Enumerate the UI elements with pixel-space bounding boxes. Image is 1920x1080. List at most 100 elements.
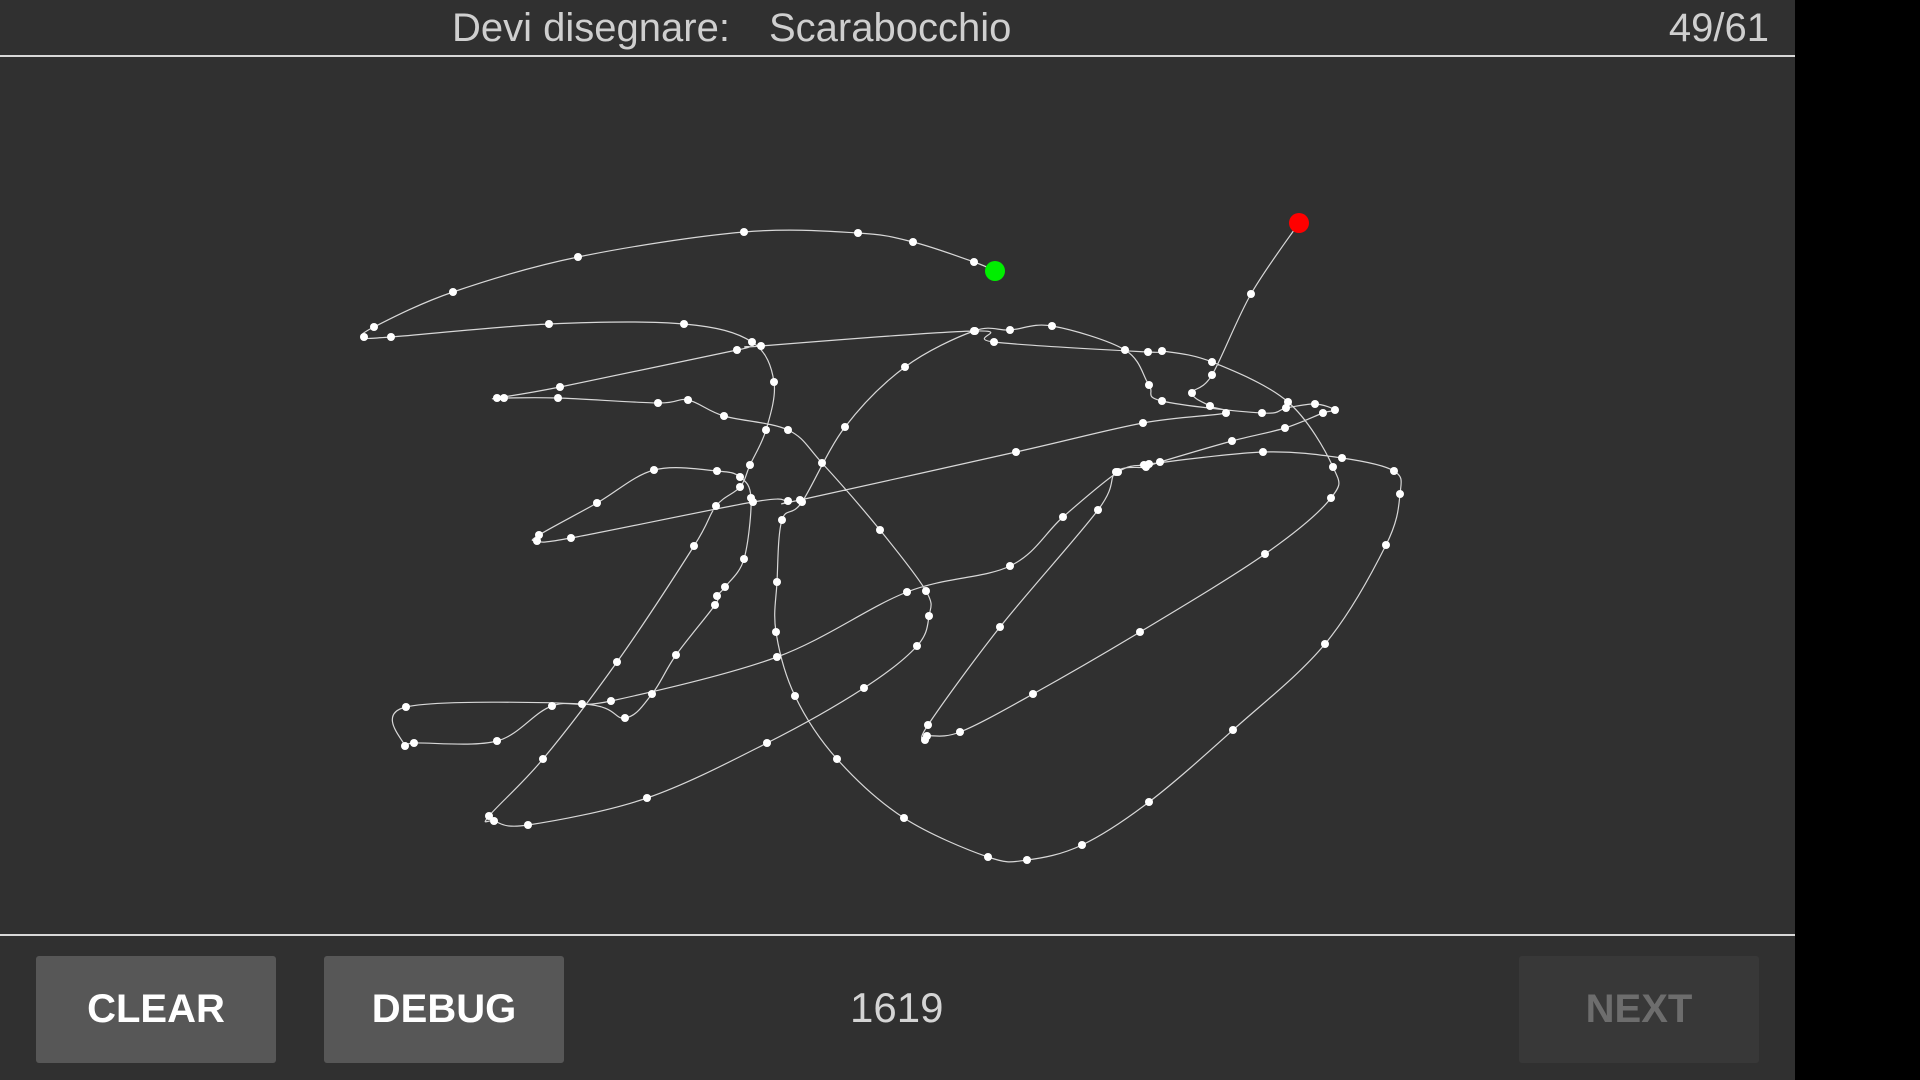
stroke-point xyxy=(648,690,656,698)
stroke-point xyxy=(360,333,368,341)
drawing-svg[interactable] xyxy=(0,57,1795,935)
drawing-app: Devi disegnare: Scarabocchio 49/61 CLEAR… xyxy=(0,0,1795,1080)
stroke-point xyxy=(860,684,868,692)
stroke-point xyxy=(721,583,729,591)
stroke-point xyxy=(913,642,921,650)
stroke-point xyxy=(1382,541,1390,549)
stroke-point xyxy=(402,703,410,711)
stroke-point xyxy=(772,628,780,636)
stroke-point xyxy=(533,537,541,545)
stroke-point xyxy=(485,812,493,820)
stroke-point xyxy=(1136,628,1144,636)
stroke-point xyxy=(711,601,719,609)
stroke-point xyxy=(545,320,553,328)
stroke-point xyxy=(490,817,498,825)
drawing-canvas[interactable] xyxy=(0,57,1795,935)
stroke-point xyxy=(1390,467,1398,475)
stroke-point xyxy=(1139,419,1147,427)
stroke-point xyxy=(1188,389,1196,397)
stroke-line xyxy=(361,222,1402,863)
stroke-point xyxy=(740,555,748,563)
stroke-point xyxy=(770,378,778,386)
stroke-point xyxy=(713,592,721,600)
stroke-point xyxy=(757,342,765,350)
stroke-point xyxy=(1145,381,1153,389)
stroke-point xyxy=(1023,856,1031,864)
stroke-point xyxy=(690,542,698,550)
stroke-point xyxy=(672,651,680,659)
stroke-point xyxy=(1140,461,1148,469)
header-bar: Devi disegnare: Scarabocchio 49/61 xyxy=(0,0,1795,57)
stroke-point xyxy=(1311,400,1319,408)
stroke-point xyxy=(1206,402,1214,410)
stroke-point xyxy=(1319,409,1327,417)
stroke-point xyxy=(1145,798,1153,806)
debug-button[interactable]: DEBUG xyxy=(324,956,564,1063)
stroke-point xyxy=(996,623,1004,631)
stroke-point xyxy=(970,258,978,266)
right-black-strip xyxy=(1795,0,1920,1080)
stroke-point xyxy=(1208,358,1216,366)
stroke-point xyxy=(643,794,651,802)
stroke-point xyxy=(778,516,786,524)
stroke-point xyxy=(956,728,964,736)
stroke-point xyxy=(841,423,849,431)
stroke-point xyxy=(818,459,826,467)
footer-bar: CLEAR DEBUG 1619 NEXT xyxy=(0,934,1795,1080)
stroke-point xyxy=(1259,448,1267,456)
stroke-point xyxy=(773,578,781,586)
stroke-point xyxy=(749,498,757,506)
stroke-point xyxy=(736,483,744,491)
stroke-point xyxy=(990,338,998,346)
stroke-point xyxy=(1321,640,1329,648)
stroke-point xyxy=(733,346,741,354)
progress-counter: 49/61 xyxy=(1668,6,1769,50)
stroke-point xyxy=(1094,506,1102,514)
stroke-point xyxy=(621,714,629,722)
stroke-point xyxy=(1121,346,1129,354)
stroke-point xyxy=(1396,490,1404,498)
stroke-point xyxy=(1281,424,1289,432)
stroke-point xyxy=(401,742,409,750)
stroke-point xyxy=(1158,397,1166,405)
stroke-point xyxy=(720,412,728,420)
stroke-point xyxy=(548,702,556,710)
stroke-point xyxy=(1261,550,1269,558)
stroke-point xyxy=(650,466,658,474)
stroke-point xyxy=(1012,448,1020,456)
stroke-start-marker xyxy=(985,261,1005,281)
stroke-point xyxy=(556,383,564,391)
next-button[interactable]: NEXT xyxy=(1519,956,1759,1063)
stroke-point xyxy=(578,700,586,708)
stroke-point xyxy=(1006,326,1014,334)
stroke-point xyxy=(1208,371,1216,379)
stroke-point xyxy=(903,588,911,596)
stroke-point xyxy=(713,467,721,475)
prompt-label: Devi disegnare: xyxy=(452,6,730,50)
stroke-point xyxy=(387,333,395,341)
stroke-point xyxy=(854,229,862,237)
stroke-point xyxy=(901,363,909,371)
stroke-point xyxy=(680,320,688,328)
stroke-point xyxy=(748,338,756,346)
stroke-point xyxy=(1327,494,1335,502)
stroke-point xyxy=(493,737,501,745)
stroke-point xyxy=(1156,458,1164,466)
stroke-end-marker xyxy=(1289,213,1309,233)
stroke-point xyxy=(921,736,929,744)
stroke-point xyxy=(410,739,418,747)
clear-button[interactable]: CLEAR xyxy=(36,956,276,1063)
stroke-point xyxy=(613,658,621,666)
prompt-word: Scarabocchio xyxy=(769,6,1012,50)
stroke-point xyxy=(909,238,917,246)
stroke-point xyxy=(762,426,770,434)
stroke-point xyxy=(984,853,992,861)
stroke-point xyxy=(493,394,501,402)
stroke-point xyxy=(1078,841,1086,849)
stroke-point xyxy=(1048,322,1056,330)
stroke-point xyxy=(1059,513,1067,521)
stroke-point xyxy=(1331,406,1339,414)
stroke-point xyxy=(1006,562,1014,570)
stroke-point xyxy=(539,755,547,763)
stroke-point xyxy=(1258,409,1266,417)
